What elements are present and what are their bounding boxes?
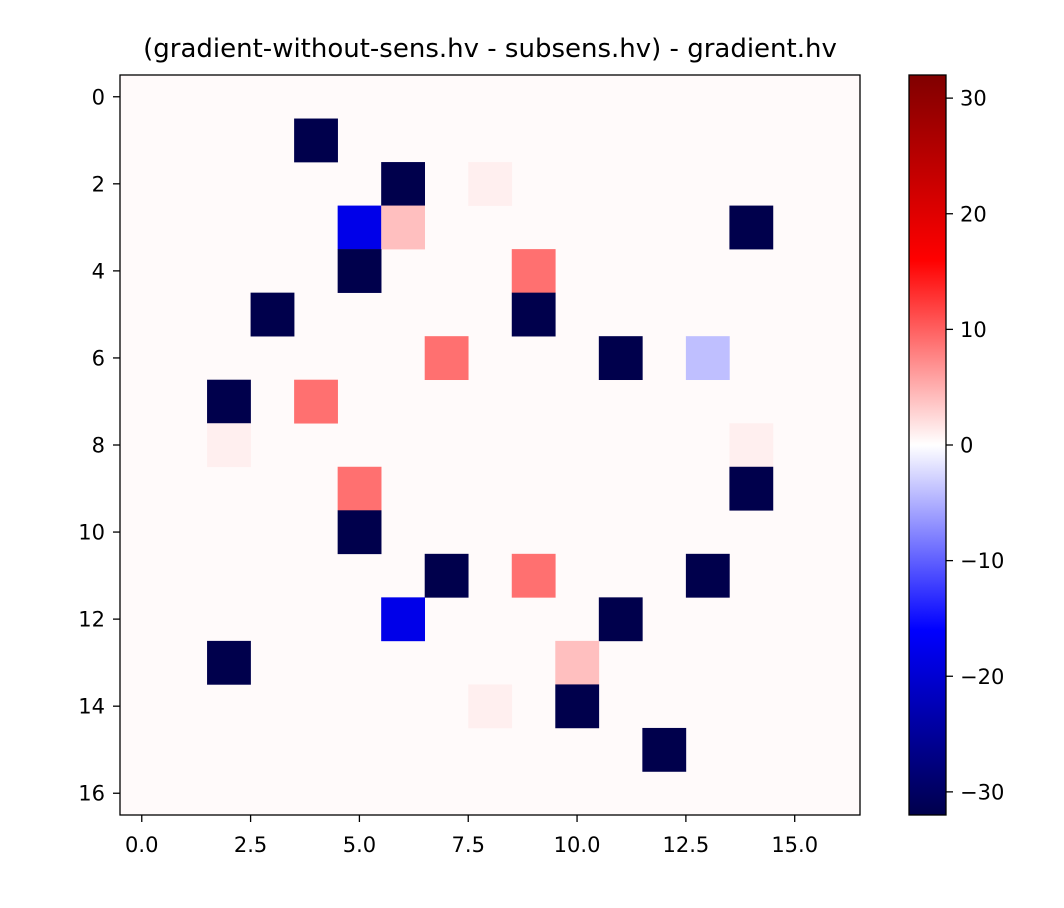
heatmap-cell bbox=[729, 466, 774, 511]
chart-title: (gradient-without-sens.hv - subsens.hv) … bbox=[143, 34, 837, 64]
heatmap-cell bbox=[685, 553, 730, 598]
heatmap-cells bbox=[207, 118, 774, 772]
heatmap-cell bbox=[555, 684, 600, 729]
x-tick-label: 0.0 bbox=[125, 833, 158, 857]
heatmap-cell bbox=[207, 423, 251, 468]
heatmap-cell bbox=[207, 379, 251, 424]
colorbar-tick-label: 10 bbox=[960, 318, 987, 342]
colorbar-tick-label: −20 bbox=[960, 665, 1004, 689]
heatmap-cell bbox=[337, 466, 382, 511]
heatmap-cell bbox=[337, 205, 382, 250]
x-tick-label: 12.5 bbox=[662, 833, 709, 857]
heatmap-cell bbox=[468, 684, 513, 729]
colorbar-tick-label: 20 bbox=[960, 202, 987, 226]
y-tick-label: 16 bbox=[78, 782, 105, 806]
y-tick-label: 14 bbox=[78, 695, 105, 719]
heatmap-cell bbox=[729, 423, 774, 468]
heatmap-cell bbox=[381, 597, 426, 642]
heatmap-cell bbox=[381, 162, 426, 206]
y-tick-label: 6 bbox=[92, 346, 105, 370]
colorbar-tick-label: 30 bbox=[960, 87, 987, 111]
colorbar-axis: 30 20 10 0 −10 −20 −30 bbox=[946, 87, 1004, 804]
colorbar bbox=[908, 74, 947, 816]
heatmap-cell bbox=[555, 640, 600, 685]
heatmap-cell bbox=[294, 118, 338, 163]
x-tick-label: 5.0 bbox=[343, 833, 376, 857]
y-tick-label: 2 bbox=[92, 172, 105, 196]
x-tick-label: 15.0 bbox=[771, 833, 818, 857]
heatmap-cell bbox=[598, 336, 643, 381]
heatmap-cell bbox=[598, 597, 643, 642]
heatmap-cell bbox=[468, 162, 513, 206]
y-tick-label: 4 bbox=[92, 259, 105, 283]
y-axis: 0 2 4 6 8 10 12 14 16 bbox=[78, 85, 120, 806]
heatmap-cell bbox=[424, 553, 469, 598]
heatmap-cell bbox=[511, 553, 556, 598]
y-tick-label: 10 bbox=[78, 521, 105, 545]
y-tick-label: 8 bbox=[92, 434, 105, 458]
heatmap-cell bbox=[511, 292, 556, 337]
heatmap-cell bbox=[294, 379, 338, 424]
colorbar-tick-label: −10 bbox=[960, 549, 1004, 573]
heatmap-cell bbox=[337, 510, 382, 555]
x-tick-label: 2.5 bbox=[234, 833, 267, 857]
heatmap-cell bbox=[250, 292, 295, 337]
heatmap-cell bbox=[642, 727, 687, 772]
heatmap-cell bbox=[511, 249, 556, 293]
heatmap-cell bbox=[337, 249, 382, 293]
colorbar-tick-label: −30 bbox=[960, 780, 1004, 804]
y-tick-label: 0 bbox=[92, 85, 105, 109]
y-tick-label: 12 bbox=[78, 608, 105, 632]
heatmap-cell bbox=[685, 336, 730, 381]
heatmap-cell bbox=[207, 640, 251, 685]
x-axis: 0.0 2.5 5.0 7.5 10.0 12.5 15.0 bbox=[125, 815, 818, 857]
colorbar-tick-label: 0 bbox=[960, 434, 973, 458]
x-tick-label: 7.5 bbox=[452, 833, 485, 857]
heatmap-cell bbox=[381, 205, 426, 250]
heatmap-cell bbox=[424, 336, 469, 381]
x-tick-label: 10.0 bbox=[554, 833, 601, 857]
heatmap-cell bbox=[729, 205, 774, 250]
